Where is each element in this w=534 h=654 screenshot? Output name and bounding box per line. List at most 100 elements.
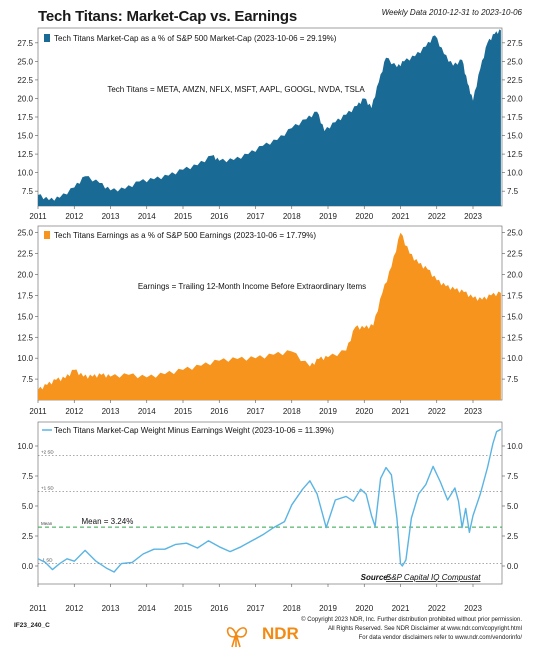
x-tick-label: 2011 xyxy=(29,212,47,221)
y-tick-label-right: 5.0 xyxy=(507,502,519,511)
y-tick-label-left: 20.0 xyxy=(17,94,33,103)
x-tick-label: 2016 xyxy=(210,407,228,416)
footer-line: For data vendor disclaimers refer to www… xyxy=(358,635,522,641)
y-tick-label-left: 7.5 xyxy=(22,375,34,384)
y-tick-label-left: 25.0 xyxy=(17,57,33,66)
x-tick-label: 2013 xyxy=(102,604,120,613)
y-tick-label-right: 25.0 xyxy=(507,229,523,238)
x-tick-label: 2023 xyxy=(464,407,482,416)
y-tick-label-right: 12.5 xyxy=(507,150,523,159)
x-tick-label: 2023 xyxy=(464,604,482,613)
y-tick-label-left: 17.5 xyxy=(17,291,33,300)
x-tick-label: 2016 xyxy=(210,212,228,221)
footer-copyright: © Copyright 2023 NDR, Inc. Further distr… xyxy=(301,616,522,643)
source-link: S&P Capital IQ Compustat xyxy=(386,573,481,582)
series-line xyxy=(37,428,502,573)
y-tick-label-left: 22.5 xyxy=(17,76,33,85)
y-tick-label-right: 10.0 xyxy=(507,354,523,363)
legend-label: Tech Titans Market-Cap as a % of S&P 500… xyxy=(54,34,337,43)
y-tick-label-left: 5.0 xyxy=(22,502,34,511)
x-tick-label: 2012 xyxy=(65,212,83,221)
figure-id: IF23_240_C xyxy=(14,622,50,629)
source-label: Source: xyxy=(361,573,391,582)
y-tick-label-left: 27.5 xyxy=(17,39,33,48)
x-tick-label: 2022 xyxy=(428,604,446,613)
x-tick-label: 2011 xyxy=(29,407,47,416)
plot-area xyxy=(37,421,503,585)
x-tick-label: 2019 xyxy=(319,407,337,416)
x-tick-label: 2017 xyxy=(247,604,265,613)
x-tick-label: 2013 xyxy=(102,407,120,416)
footer-line: © Copyright 2023 NDR, Inc. Further distr… xyxy=(301,617,522,623)
chart-panel-3: 0.0 0.0 2.5 2.5 5.0 5.0 7.5 7.5 10.0 10.0 2011 2012… xyxy=(17,421,523,613)
y-tick-label-right: 7.5 xyxy=(507,187,519,196)
y-tick-label-right: 15.0 xyxy=(507,312,523,321)
ndr-logo-text: NDR xyxy=(262,624,299,643)
x-tick-label: 2018 xyxy=(283,407,301,416)
series-area xyxy=(38,29,501,207)
chart-panel-1: 7.5 7.5 10.0 10.0 12.5 12.5 15.0 15.0 17.5 17.5 20… xyxy=(17,27,523,221)
x-tick-label: 2011 xyxy=(29,604,47,613)
y-tick-label-left: 7.5 xyxy=(22,472,34,481)
x-tick-label: 2016 xyxy=(210,604,228,613)
y-tick-label-right: 22.5 xyxy=(507,250,523,259)
x-tick-label: 2021 xyxy=(392,407,410,416)
x-tick-label: 2020 xyxy=(355,407,373,416)
x-tick-label: 2022 xyxy=(428,407,446,416)
y-tick-label-right: 27.5 xyxy=(507,39,523,48)
x-tick-label: 2020 xyxy=(355,212,373,221)
y-tick-label-right: 10.0 xyxy=(507,169,523,178)
y-tick-label-right: 20.0 xyxy=(507,94,523,103)
ndr-logo-icon xyxy=(226,627,248,648)
y-tick-label-left: 22.5 xyxy=(17,250,33,259)
y-tick-label-right: 25.0 xyxy=(507,57,523,66)
y-tick-label-right: 2.5 xyxy=(507,532,519,541)
chart-annotation: Tech Titans = META, AMZN, NFLX, MSFT, AA… xyxy=(107,85,365,94)
y-tick-label-left: 17.5 xyxy=(17,113,33,122)
y-tick-label-right: 22.5 xyxy=(507,76,523,85)
x-tick-label: 2023 xyxy=(464,212,482,221)
sd-line-label: -1 SD xyxy=(41,558,53,563)
x-tick-label: 2017 xyxy=(247,212,265,221)
y-tick-label-left: 10.0 xyxy=(17,354,33,363)
legend-label: Tech Titans Market-Cap Weight Minus Earn… xyxy=(54,426,334,435)
legend-swatch xyxy=(44,231,50,239)
y-tick-label-left: 25.0 xyxy=(17,229,33,238)
y-tick-label-left: 12.5 xyxy=(17,333,33,342)
chart-subtitle: Weekly Data 2010-12-31 to 2023-10-06 xyxy=(381,8,522,17)
chart-annotation: Earnings = Trailing 12-Month Income Befo… xyxy=(138,282,366,291)
y-tick-label-left: 2.5 xyxy=(22,532,34,541)
sd-line-label: Mean xyxy=(41,521,53,526)
x-tick-label: 2013 xyxy=(102,212,120,221)
y-tick-label-right: 7.5 xyxy=(507,375,519,384)
x-tick-label: 2014 xyxy=(138,212,156,221)
x-tick-label: 2014 xyxy=(138,407,156,416)
x-tick-label: 2021 xyxy=(392,604,410,613)
x-tick-label: 2015 xyxy=(174,407,192,416)
x-tick-label: 2014 xyxy=(138,604,156,613)
x-tick-label: 2018 xyxy=(283,212,301,221)
x-tick-label: 2022 xyxy=(428,212,446,221)
footer-line: All Rights Reserved. See NDR Disclaimer … xyxy=(327,626,522,632)
y-tick-label-left: 12.5 xyxy=(17,150,33,159)
sd-line-label: +2 SD xyxy=(41,450,54,455)
series-area xyxy=(38,232,501,400)
y-tick-label-right: 15.0 xyxy=(507,132,523,141)
legend-swatch xyxy=(44,34,50,42)
mean-label: Mean = 3.24% xyxy=(82,517,134,526)
sd-line-label: +1 SD xyxy=(41,486,54,491)
y-tick-label-left: 10.0 xyxy=(17,169,33,178)
y-tick-label-right: 20.0 xyxy=(507,271,523,280)
y-tick-label-right: 7.5 xyxy=(507,472,519,481)
y-tick-label-right: 12.5 xyxy=(507,333,523,342)
x-tick-label: 2021 xyxy=(392,212,410,221)
x-tick-label: 2018 xyxy=(283,604,301,613)
y-tick-label-right: 17.5 xyxy=(507,113,523,122)
x-tick-label: 2020 xyxy=(355,604,373,613)
x-tick-label: 2017 xyxy=(247,407,265,416)
x-tick-label: 2019 xyxy=(319,212,337,221)
y-tick-label-left: 10.0 xyxy=(17,442,33,451)
legend-label: Tech Titans Earnings as a % of S&P 500 E… xyxy=(54,231,316,240)
x-tick-label: 2019 xyxy=(319,604,337,613)
